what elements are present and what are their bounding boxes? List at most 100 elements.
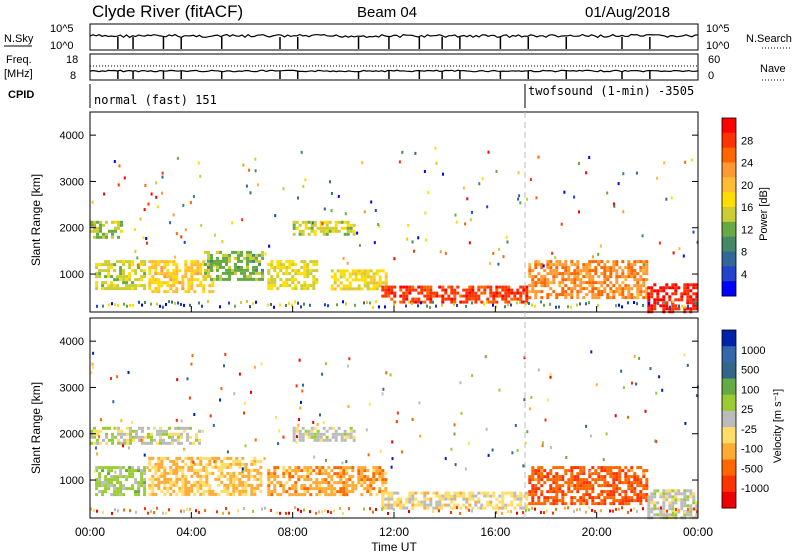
heatmap-cell — [270, 509, 272, 512]
heatmap-cell — [309, 303, 311, 307]
heatmap-cell — [163, 290, 167, 294]
heatmap-cell — [348, 275, 352, 279]
heatmap-cell — [261, 274, 264, 278]
heatmap-cell — [345, 481, 349, 485]
heatmap-cell — [256, 486, 260, 490]
heatmap-cell — [677, 307, 681, 311]
heatmap-cell — [102, 304, 104, 308]
heatmap-cell — [135, 432, 138, 436]
heatmap-cell — [689, 289, 693, 293]
heatmap-cell — [250, 486, 254, 490]
heatmap-cell — [300, 266, 304, 270]
heatmap-cell — [300, 150, 303, 154]
heatmap-cell — [513, 506, 517, 510]
heatmap-cell — [168, 441, 171, 445]
heatmap-cell — [318, 466, 322, 470]
heatmap-cell — [541, 441, 544, 445]
heatmap-cell — [348, 478, 352, 482]
heatmap-cell — [514, 424, 517, 427]
heatmap-cell — [310, 435, 314, 439]
heatmap-cell — [297, 475, 301, 479]
heatmap-cell — [312, 481, 316, 485]
heatmap-cell — [426, 497, 430, 501]
heatmap-cell — [169, 471, 173, 475]
heatmap-cell — [214, 462, 218, 466]
heatmap-cell — [143, 284, 147, 288]
heatmap-cell — [285, 281, 289, 285]
heatmap-cell — [510, 503, 514, 507]
heatmap-cell — [525, 497, 529, 501]
heatmap-cell — [549, 375, 552, 379]
heatmap-cell — [558, 305, 560, 309]
heatmap-cell — [396, 503, 400, 507]
heatmap-cell — [208, 269, 212, 273]
heatmap-cell — [165, 441, 168, 445]
heatmap-cell — [352, 438, 356, 442]
heatmap-cell — [689, 307, 693, 311]
heatmap-cell — [582, 481, 586, 485]
heatmap-cell — [178, 468, 182, 472]
heatmap-cell — [90, 432, 93, 436]
heatmap-cell — [101, 484, 105, 488]
heatmap-cell — [122, 275, 126, 279]
heatmap-cell — [171, 438, 174, 442]
nsearch-tick-bottom: 10^0 — [706, 40, 730, 52]
heatmap-cell — [600, 266, 604, 270]
heatmap-cell — [518, 194, 521, 198]
heatmap-cell — [102, 232, 105, 236]
heatmap-cell — [528, 290, 532, 294]
heatmap-cell — [313, 432, 317, 436]
heatmap-cell — [309, 269, 313, 273]
heatmap-cell — [567, 266, 571, 270]
heatmap-cell — [297, 269, 301, 273]
heatmap-cell — [411, 418, 414, 421]
heatmap-cell — [186, 435, 189, 439]
heatmap-cell — [303, 487, 307, 491]
heatmap-cell — [204, 509, 206, 513]
heatmap-cell — [684, 510, 686, 514]
heatmap-cell — [342, 487, 346, 491]
heatmap-cell — [372, 278, 376, 282]
heatmap-cell — [540, 484, 544, 488]
heatmap-cell — [199, 477, 203, 481]
power-y-label: Slant Range [km] — [29, 174, 43, 266]
heatmap-cell — [131, 420, 133, 424]
heatmap-cell — [300, 287, 304, 291]
heatmap-cell — [366, 475, 370, 479]
heatmap-cell — [107, 487, 111, 491]
heatmap-cell — [408, 494, 412, 498]
heatmap-cell — [180, 509, 182, 513]
heatmap-cell — [148, 281, 152, 285]
heatmap-cell — [624, 499, 628, 503]
heatmap-cell — [175, 474, 179, 478]
heatmap-cell — [555, 481, 559, 485]
heatmap-cell — [219, 259, 222, 263]
heatmap-cell — [603, 278, 607, 282]
heatmap-cell — [478, 182, 481, 186]
heatmap-cell — [540, 290, 544, 294]
heatmap-cell — [168, 508, 170, 512]
heatmap-cell — [246, 463, 248, 466]
heatmap-cell — [558, 499, 562, 503]
heatmap-cell — [220, 465, 224, 469]
heatmap-cell — [390, 288, 394, 292]
heatmap-cell — [573, 195, 576, 199]
heatmap-cell — [160, 480, 164, 484]
heatmap-cell — [438, 503, 442, 507]
heatmap-cell — [324, 481, 328, 485]
heatmap-cell — [597, 478, 601, 482]
heatmap-cell — [360, 269, 364, 273]
heatmap-cell — [250, 492, 254, 496]
heatmap-cell — [175, 263, 179, 267]
heatmap-cell — [259, 471, 263, 475]
heatmap-cell — [680, 501, 684, 505]
heatmap-cell — [309, 484, 313, 488]
heatmap-cell — [505, 235, 508, 239]
heatmap-cell — [549, 496, 553, 500]
heatmap-cell — [159, 441, 162, 445]
heatmap-cell — [513, 297, 517, 301]
heatmap-cell — [551, 251, 554, 255]
heatmap-cell — [132, 429, 135, 433]
heatmap-cell — [612, 496, 616, 500]
heatmap-cell — [217, 465, 221, 469]
